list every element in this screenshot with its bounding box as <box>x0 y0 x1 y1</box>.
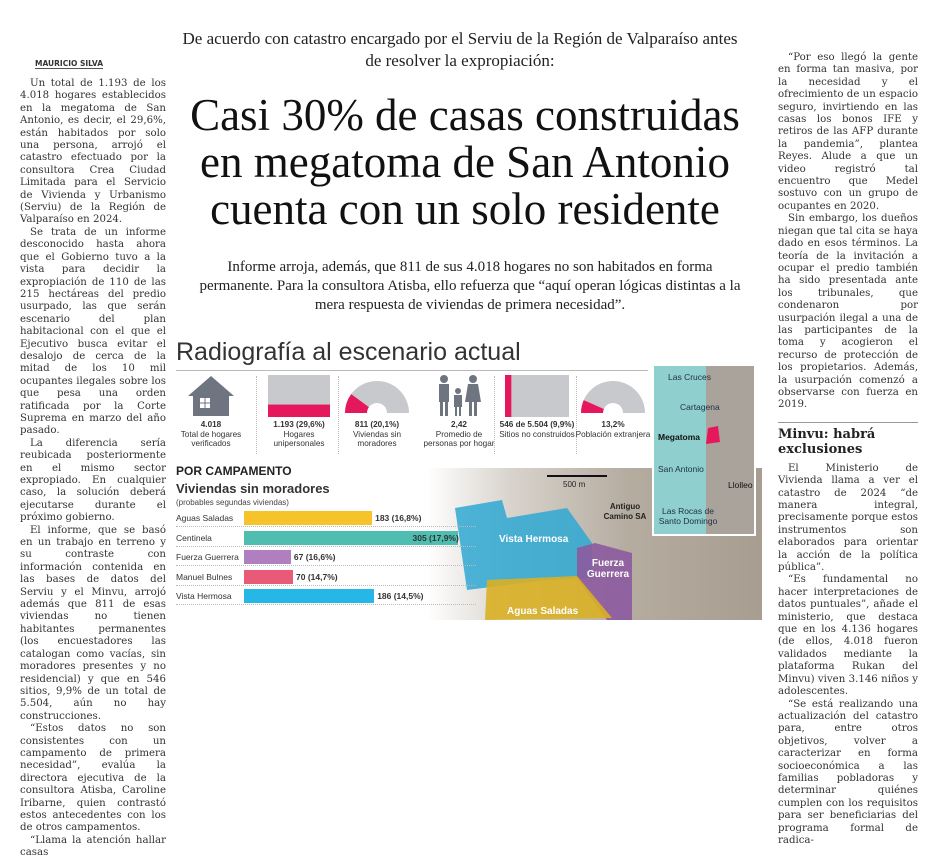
scale-label: 500 m <box>563 480 586 489</box>
headline: Casi 30% de casas construidas en megatom… <box>190 90 740 234</box>
infographic-title: Radiografía al escenario actual <box>176 338 521 366</box>
paragraph: Sin embargo, los dueños niegan que tal c… <box>778 213 918 411</box>
place-label: Cartagena <box>680 402 720 412</box>
divider <box>338 376 339 454</box>
stat-label: Población extranjera <box>575 429 651 439</box>
bar-category: Vista Hermosa <box>176 591 232 601</box>
bar <box>244 550 291 564</box>
megatoma-marker <box>706 426 720 444</box>
road-label: Antiguo Camino SA <box>603 502 647 521</box>
stat-poblacion-extranjera: 13,2% Población extranjera <box>574 372 652 456</box>
paragraph: El Ministerio de Vivienda llama a ver el… <box>778 462 918 574</box>
paragraph: “Es fundamental no hacer interpretacione… <box>778 574 918 698</box>
house-icon <box>188 376 234 416</box>
place-label: Las Cruces <box>668 372 711 382</box>
paragraph: La diferencia sería reubicada posteriorm… <box>20 437 166 524</box>
stat-sin-moradores: 811 (20,1%) Viviendas sin moradores <box>338 372 416 456</box>
bar-category: Aguas Saladas <box>176 513 234 523</box>
stat-sitios-no-construidos: 546 de 5.504 (9,9%) Sitios no construido… <box>498 372 576 456</box>
fill-bar-icon <box>268 375 330 417</box>
paragraph: El informe, que se basó en un trabajo en… <box>20 524 166 722</box>
stat-total-hogares: 4.018 Total de hogares verificados <box>172 372 250 456</box>
divider <box>176 370 648 371</box>
place-label: San Antonio <box>658 464 704 474</box>
stat-label: Sitios no construidos <box>499 429 575 439</box>
section-heading: POR CAMPAMENTO <box>176 464 292 478</box>
bar-label: 183 (16,8%) <box>375 513 422 523</box>
zone-label: Vista Hermosa <box>499 534 569 545</box>
stat-label: Viviendas sin moradores <box>352 429 402 449</box>
bar-label: 186 (14,5%) <box>377 591 424 601</box>
divider <box>256 376 257 454</box>
divider <box>576 376 577 454</box>
bar-category: Manuel Bulnes <box>176 571 233 582</box>
bar-label: 305 (17,9%) <box>412 532 459 543</box>
family-icon <box>439 375 481 416</box>
chart-title: Viviendas sin moradores <box>176 481 330 496</box>
bar <box>244 511 373 525</box>
zone-label: Aguas Saladas <box>507 606 579 617</box>
place-label: Llolleo <box>728 480 753 490</box>
deck: De acuerdo con catastro encargado por el… <box>182 29 738 70</box>
half-gauge-icon <box>581 381 645 413</box>
bar-category: Centinela <box>176 532 212 543</box>
paragraph: “Llama la atención hallar casas <box>20 834 166 859</box>
chart-subtitle: (probables segundas viviendas) <box>176 498 289 507</box>
bar-row: Manuel Bulnes 70 (14,7%) <box>176 567 476 586</box>
bar-label: 67 (16,6%) <box>293 552 336 562</box>
zone-aguas-saladas <box>485 576 612 620</box>
stat-value: 4.018 <box>200 420 222 429</box>
divider <box>494 376 495 454</box>
zone-fuerza-guerrera <box>577 543 632 620</box>
bar <box>244 530 458 545</box>
zone-vista-hermosa <box>455 500 592 590</box>
half-gauge-icon <box>345 381 409 413</box>
right-column: “Por eso llegó la gente en forma tan mas… <box>778 52 918 847</box>
place-label: Megatoma <box>658 432 701 442</box>
stat-value: 811 (20,1%) <box>354 420 400 429</box>
zone-label: Fuerza Guerrera <box>586 558 630 580</box>
bar-category: Fuerza Guerrera <box>176 552 239 562</box>
bar <box>244 569 293 584</box>
bar-label: 70 (14,7%) <box>296 571 338 582</box>
bar-row: Fuerza Guerrera 67 (16,6%) <box>176 547 476 566</box>
paragraph: Un total de 1.193 de los 4.018 hogares e… <box>20 78 166 226</box>
left-column: Un total de 1.193 de los 4.018 hogares e… <box>20 78 166 860</box>
lede: Informe arroja, además, que 811 de sus 4… <box>199 259 741 313</box>
sea <box>654 366 706 534</box>
stat-unipersonales: 1.193 (29,6%) Hogares unipersonales <box>260 372 338 456</box>
stat-label: Total de hogares verificados <box>180 429 242 449</box>
location-inset-map: Las Cruces Cartagena Megatoma San Antoni… <box>652 364 756 536</box>
stat-label: Hogares unipersonales <box>273 429 325 449</box>
paragraph: “Por eso llegó la gente en forma tan mas… <box>778 52 918 212</box>
zones-map <box>455 475 632 620</box>
paragraph: “Se está realizando una actualización de… <box>778 698 918 846</box>
bar-row: Centinela 305 (17,9%) <box>176 528 476 547</box>
byline: MAURICIO SILVA <box>35 59 104 69</box>
infographic: 500 m Vista Hermosa Fuerza Guerrera Agua… <box>172 328 762 620</box>
bar <box>244 589 375 603</box>
stat-value: 1.193 (29,6%) <box>273 420 325 429</box>
paragraph: “Estos datos no son consistentes con un … <box>20 723 166 834</box>
paragraph: Se trata de un informe desconocido hasta… <box>20 226 166 437</box>
stat-value: 13,2% <box>601 420 625 429</box>
subheading: Minvu: habrá exclusiones <box>778 421 918 457</box>
bar-row: Vista Hermosa 186 (14,5%) <box>176 586 476 605</box>
stat-value: 2,42 <box>451 420 467 429</box>
place-label: Las Rocas de Santo Domingo <box>658 506 718 526</box>
fill-bar-icon <box>505 375 569 417</box>
stat-value: 546 de 5.504 (9,9%) <box>499 420 575 429</box>
stat-promedio-personas: 2,42 Promedio de personas por hogar <box>420 372 498 456</box>
bar-row: Aguas Saladas 183 (16,8%) <box>176 508 476 527</box>
stat-label: Promedio de personas por hogar <box>423 429 495 449</box>
